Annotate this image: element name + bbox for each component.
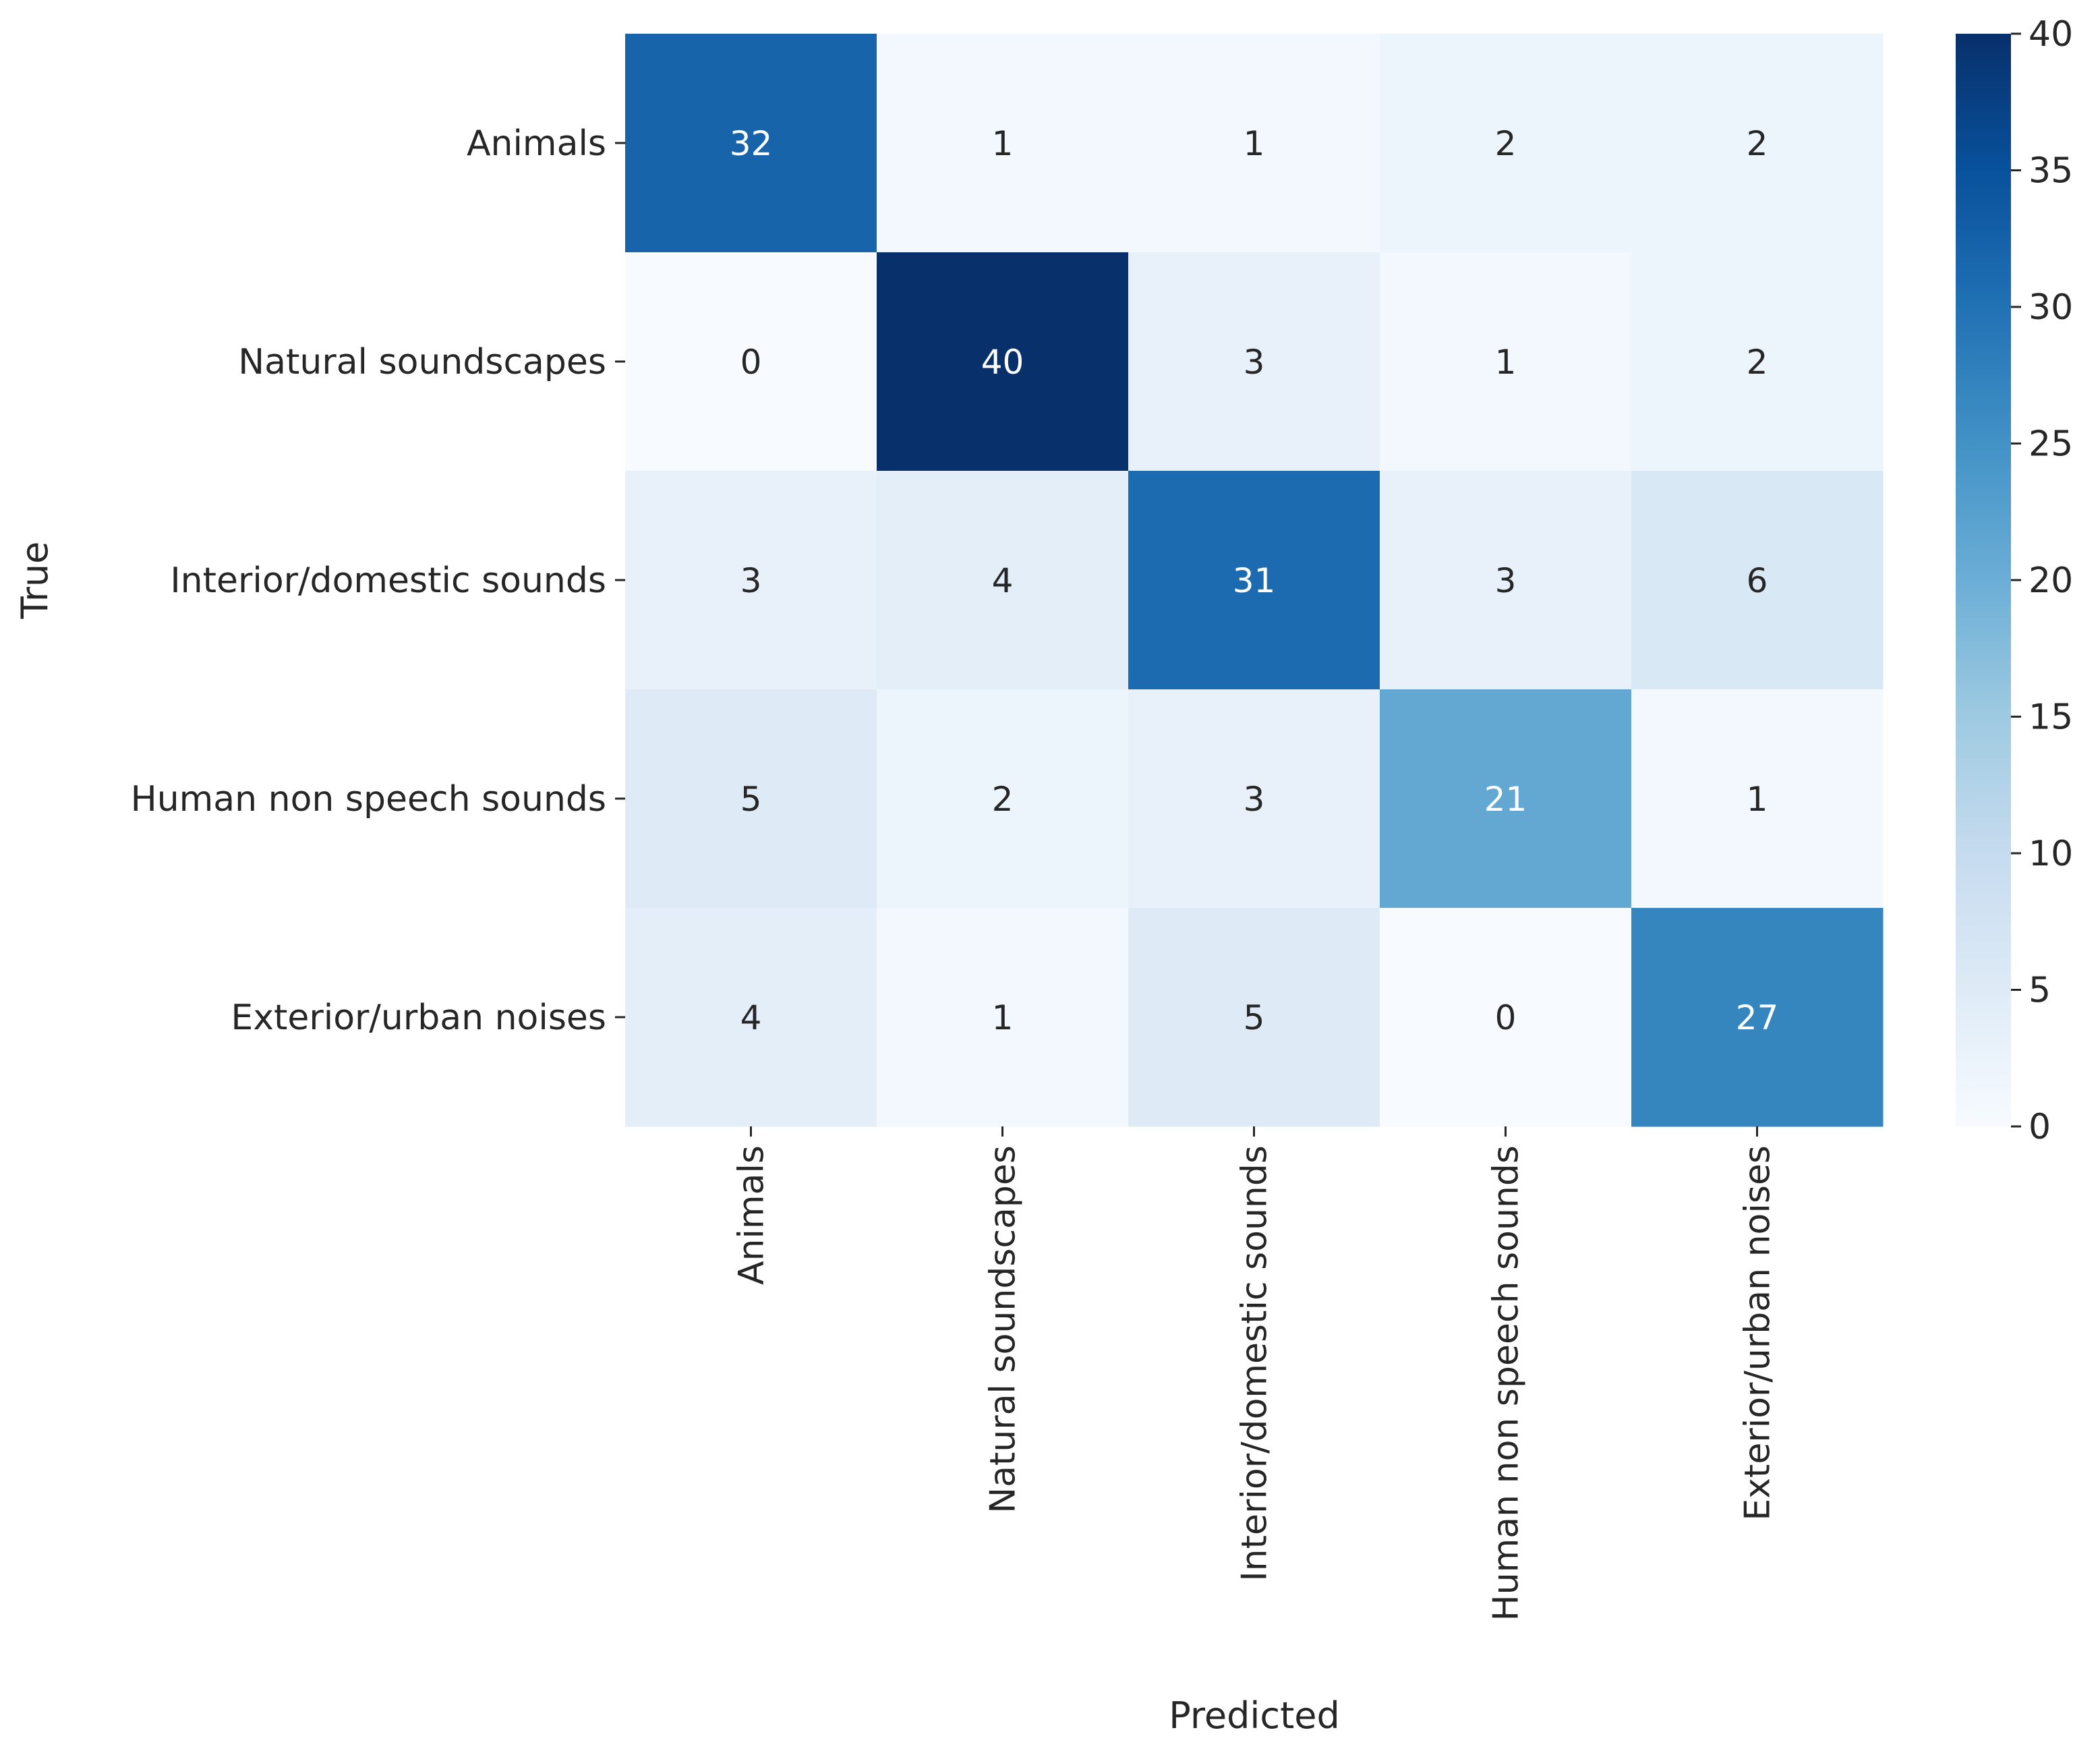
x-tick-label: Exterior/urban noises bbox=[1738, 1145, 1778, 1521]
cell-value-label: 27 bbox=[1736, 998, 1779, 1037]
heatmap-cell bbox=[1631, 908, 1884, 1127]
heatmap-cell bbox=[1128, 252, 1380, 471]
colorbar: 0 5 10 15 20 25 30 35 40 bbox=[1956, 14, 2073, 1147]
cell-value-label: 3 bbox=[1244, 343, 1265, 382]
cell-value-label: 6 bbox=[1747, 561, 1768, 600]
cell-value-label: 40 bbox=[981, 343, 1024, 382]
colorbar-tick-label: 20 bbox=[2029, 561, 2073, 601]
heatmap-cell bbox=[1631, 34, 1884, 253]
cell-value-label: 3 bbox=[1495, 561, 1517, 600]
heatmap-grid: 32 1 1 2 20 40 3 1 23 4 31 3 65 2 3 21 14 1 5 0 27 bbox=[625, 34, 1884, 1127]
heatmap-cell bbox=[625, 252, 877, 471]
y-axis-ticks: Animals Natural soundscapes Interior/domes… bbox=[131, 123, 625, 1038]
cell-value-label: 1 bbox=[992, 124, 1014, 163]
cell-value-label: 0 bbox=[1495, 998, 1517, 1037]
y-tick-label: Interior/domestic sounds bbox=[170, 561, 606, 601]
x-tick-label: Interior/domestic sounds bbox=[1235, 1145, 1275, 1582]
x-axis-label: Predicted bbox=[1169, 1694, 1340, 1737]
cell-value-label: 4 bbox=[992, 561, 1014, 600]
heatmap-cell bbox=[1128, 908, 1380, 1127]
heatmap-cell bbox=[625, 689, 877, 909]
heatmap-cell bbox=[625, 908, 877, 1127]
y-tick-label: Animals bbox=[467, 123, 606, 164]
colorbar-tick-label: 0 bbox=[2029, 1107, 2051, 1147]
heatmap-cell bbox=[1128, 471, 1380, 690]
heatmap-cell bbox=[1380, 471, 1632, 690]
x-tick-label: Natural soundscapes bbox=[983, 1145, 1024, 1514]
y-tick-label: Exterior/urban noises bbox=[231, 998, 606, 1038]
cell-value-label: 5 bbox=[740, 780, 762, 819]
heatmap-cell bbox=[1380, 34, 1632, 253]
heatmap-cell bbox=[1631, 689, 1884, 909]
heatmap-cell bbox=[625, 471, 877, 690]
heatmap-cell bbox=[1128, 689, 1380, 909]
heatmap-cell bbox=[1380, 689, 1632, 909]
colorbar-tick-label: 30 bbox=[2029, 287, 2073, 328]
cell-value-label: 21 bbox=[1484, 780, 1527, 819]
heatmap-cell bbox=[877, 908, 1129, 1127]
cell-value-label: 0 bbox=[740, 343, 762, 382]
colorbar-tick-label: 15 bbox=[2029, 697, 2073, 738]
heatmap-cell bbox=[625, 34, 877, 253]
cell-value-label: 2 bbox=[1747, 124, 1768, 163]
heatmap-cell bbox=[877, 471, 1129, 690]
cell-value-label: 1 bbox=[1495, 343, 1517, 382]
cell-value-label: 1 bbox=[1244, 124, 1265, 163]
cell-value-label: 5 bbox=[1244, 998, 1265, 1037]
cell-value-label: 4 bbox=[740, 998, 762, 1037]
heatmap-cell bbox=[1128, 34, 1380, 253]
y-axis-label: True bbox=[13, 542, 56, 620]
cell-value-label: 31 bbox=[1233, 561, 1276, 600]
heatmap-cell bbox=[1631, 252, 1884, 471]
heatmap-cell bbox=[877, 689, 1129, 909]
y-tick-label: Human non speech sounds bbox=[131, 779, 606, 820]
cell-value-label: 1 bbox=[992, 998, 1014, 1037]
colorbar-tick-label: 25 bbox=[2029, 424, 2073, 465]
colorbar-tick-label: 35 bbox=[2029, 151, 2073, 192]
cell-value-label: 3 bbox=[1244, 780, 1265, 819]
colorbar-tick-label: 5 bbox=[2029, 971, 2051, 1011]
x-tick-label: Human non speech sounds bbox=[1486, 1145, 1527, 1621]
heatmap-cell bbox=[877, 34, 1129, 253]
heatmap-cell bbox=[1631, 471, 1884, 690]
heatmap-cell bbox=[877, 252, 1129, 471]
colorbar-tick-label: 40 bbox=[2029, 14, 2073, 55]
cell-value-label: 32 bbox=[730, 124, 773, 163]
cell-value-label: 2 bbox=[992, 780, 1014, 819]
heatmap-cell bbox=[1380, 252, 1632, 471]
x-axis-ticks: Animals Natural soundscapes Interior/domes… bbox=[732, 1126, 1778, 1621]
cell-value-label: 2 bbox=[1747, 343, 1768, 382]
x-tick-label: Animals bbox=[732, 1145, 772, 1285]
cell-value-label: 3 bbox=[740, 561, 762, 600]
cell-value-label: 2 bbox=[1495, 124, 1517, 163]
colorbar-gradient bbox=[1956, 34, 2011, 1126]
y-tick-label: Natural soundscapes bbox=[238, 342, 606, 382]
heatmap-cell bbox=[1380, 908, 1632, 1127]
cell-value-label: 1 bbox=[1747, 780, 1768, 819]
colorbar-tick-label: 10 bbox=[2029, 834, 2073, 874]
